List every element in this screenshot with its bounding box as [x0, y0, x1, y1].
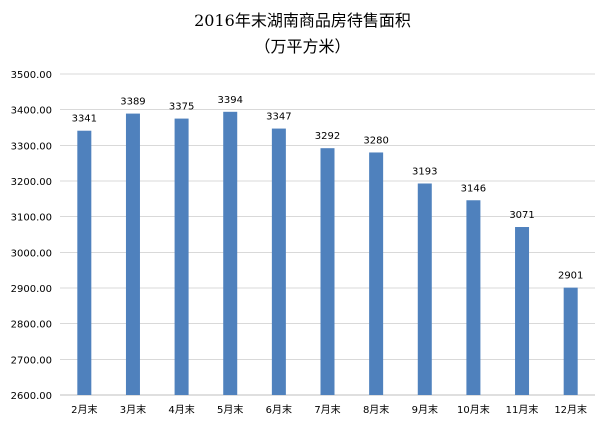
bar	[223, 111, 238, 395]
x-tick-label: 3月末	[120, 403, 146, 416]
data-label: 2901	[558, 271, 583, 282]
data-label: 3071	[509, 210, 534, 221]
bar	[125, 113, 140, 395]
bar	[466, 200, 481, 395]
x-tick-label: 10月末	[457, 403, 490, 416]
y-tick-label: 3300.00	[11, 141, 52, 152]
bar	[174, 118, 189, 395]
x-tick-label: 12月末	[554, 403, 587, 416]
x-tick-label: 11月末	[506, 403, 539, 416]
y-tick-label: 2700.00	[11, 355, 52, 366]
data-label: 3375	[169, 102, 194, 113]
data-label: 3280	[363, 135, 388, 146]
x-tick-label: 2月末	[71, 403, 97, 416]
y-tick-label: 3100.00	[11, 213, 52, 224]
data-label: 3292	[315, 131, 340, 142]
data-label: 3347	[266, 112, 291, 123]
x-tick-label: 8月末	[363, 403, 389, 416]
bar	[320, 148, 335, 395]
x-tick-label: 9月末	[412, 403, 438, 416]
bar	[271, 128, 286, 395]
data-label: 3394	[218, 95, 243, 106]
y-tick-label: 2600.00	[11, 391, 52, 402]
y-tick-label: 3000.00	[11, 248, 52, 259]
bar	[515, 227, 530, 395]
y-tick-label: 2800.00	[11, 320, 52, 331]
x-tick-label: 6月末	[266, 403, 292, 416]
x-tick-label: 7月末	[314, 403, 340, 416]
x-tick-label: 4月末	[168, 403, 194, 416]
bar	[77, 130, 92, 395]
data-label: 3389	[120, 97, 145, 108]
x-tick-label: 5月末	[217, 403, 243, 416]
chart-subtitle: （万平方米）	[254, 37, 351, 56]
data-label: 3146	[461, 183, 486, 194]
data-label: 3341	[72, 114, 97, 125]
y-tick-label: 3200.00	[11, 177, 52, 188]
y-tick-label: 3400.00	[11, 106, 52, 117]
data-label: 3193	[412, 166, 437, 177]
y-tick-label: 2900.00	[11, 284, 52, 295]
chart-title: 2016年末湖南商品房待售面积	[194, 11, 411, 30]
bar	[563, 287, 578, 395]
bar	[369, 152, 384, 395]
y-tick-label: 3500.00	[11, 70, 52, 81]
bar	[417, 183, 432, 395]
